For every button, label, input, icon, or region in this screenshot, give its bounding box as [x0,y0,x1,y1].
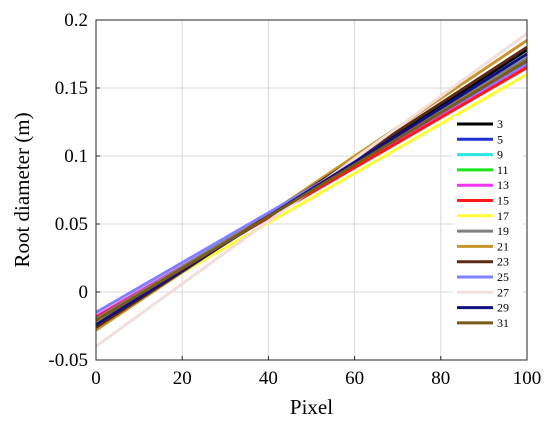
legend-label: 19 [497,224,509,238]
x-tick-label: 100 [513,368,542,389]
x-tick-label: 20 [173,368,192,389]
x-tick-label: 80 [431,368,450,389]
legend-label: 21 [497,239,509,253]
legend-label: 29 [497,301,509,315]
legend-label: 17 [497,209,509,223]
legend-label: 15 [497,194,509,208]
y-tick-label: 0.05 [55,214,88,235]
legend-label: 13 [497,178,509,192]
y-tick-label: 0 [79,282,89,303]
legend-label: 5 [497,132,503,146]
x-axis-title: Pixel [290,395,333,419]
series-line-31 [95,59,528,322]
series-lines [95,32,528,348]
y-tick-label: 0.15 [55,78,88,99]
legend-label: 3 [497,117,503,131]
legend-label: 23 [497,255,509,269]
legend-label: 9 [497,148,503,162]
legend-box [453,116,523,333]
y-axis-title: Root diameter (m) [10,112,34,267]
y-tick-label: -0.05 [48,350,88,371]
plot-frame [95,19,528,361]
y-tick-label: 0.2 [64,10,88,31]
legend-label: 11 [497,163,509,177]
legend-label: 27 [497,285,509,299]
y-tick-label: 0.1 [64,146,88,167]
legend-label: 25 [497,270,509,284]
x-tick-label: 60 [345,368,364,389]
x-tick-label: 40 [259,368,278,389]
x-tick-label: 0 [91,368,101,389]
legend-label: 31 [497,316,509,330]
